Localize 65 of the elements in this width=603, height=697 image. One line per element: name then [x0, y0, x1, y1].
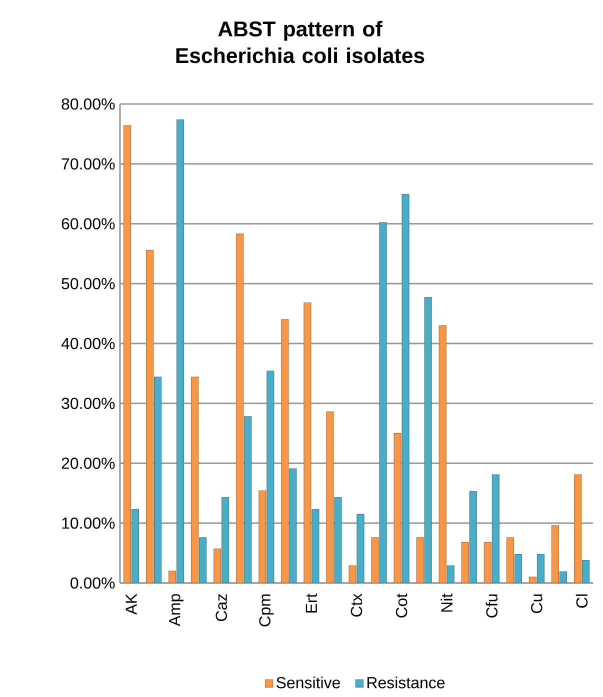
bar: [559, 571, 567, 583]
x-tick-label: Cpm: [259, 594, 274, 626]
bar: [514, 554, 522, 583]
bar: [574, 474, 582, 583]
legend-label: Sensitive: [276, 676, 340, 688]
bar: [191, 376, 199, 583]
y-tick-label: 20.00%: [62, 458, 115, 469]
x-tick-label: Amp: [169, 594, 184, 626]
bar: [266, 370, 274, 583]
x-tick-label: Ert: [306, 594, 318, 613]
x-tick-label: Caz: [216, 594, 228, 622]
x-tick-label: AK: [126, 594, 137, 615]
bar: [304, 302, 312, 583]
x-tick-label: Ctx: [350, 594, 362, 617]
bar: [582, 560, 590, 583]
bar: [506, 537, 514, 583]
x-tick-label: Cl: [576, 594, 588, 608]
bar: [394, 433, 402, 583]
bar: [461, 542, 469, 583]
bar: [258, 490, 266, 583]
y-tick-label: 60.00%: [62, 218, 115, 230]
bar: [356, 514, 364, 583]
x-tick-label: Cot: [396, 594, 408, 618]
bar: [176, 119, 184, 583]
bar: [222, 497, 230, 583]
y-tick-label: 80.00%: [62, 98, 115, 110]
bar: [168, 570, 176, 583]
bar: [199, 537, 207, 583]
bar: [154, 376, 162, 583]
bar: [424, 297, 432, 583]
bar: [334, 497, 342, 583]
y-tick-label: 50.00%: [62, 278, 115, 290]
bar: [528, 576, 536, 583]
bar: [289, 468, 297, 583]
bar: [326, 411, 334, 583]
bar: [402, 194, 410, 583]
bar: [469, 491, 477, 583]
bar: [438, 325, 446, 583]
bar: [536, 554, 544, 583]
bar: [214, 548, 222, 583]
bar: [281, 319, 289, 583]
x-tick-label: Cu: [531, 594, 542, 614]
x-tick-label: Nit: [440, 594, 452, 612]
bar: [244, 416, 252, 583]
bar: [416, 537, 424, 583]
bar: [236, 234, 244, 583]
bar: [379, 222, 387, 583]
x-tick-label: Cfu: [486, 594, 498, 618]
bar: [551, 525, 559, 583]
bar: [484, 542, 492, 583]
bar: [371, 537, 379, 583]
bar: [312, 509, 320, 583]
legend-label: Resistance: [367, 676, 445, 688]
y-tick-label: 10.00%: [62, 517, 115, 529]
y-tick-label: 40.00%: [61, 338, 115, 350]
bar: [146, 250, 154, 583]
bar: [123, 125, 132, 583]
y-tick-label: 70.00%: [62, 158, 115, 170]
bar: [131, 509, 140, 583]
y-tick-label: 0.00%: [70, 577, 115, 589]
bar: [348, 565, 356, 583]
bar: [446, 565, 454, 583]
chart-title: ABST pattern of Escherichia coli isolates: [176, 20, 424, 64]
y-tick-label: 30.00%: [62, 398, 115, 410]
bar: [492, 474, 500, 583]
